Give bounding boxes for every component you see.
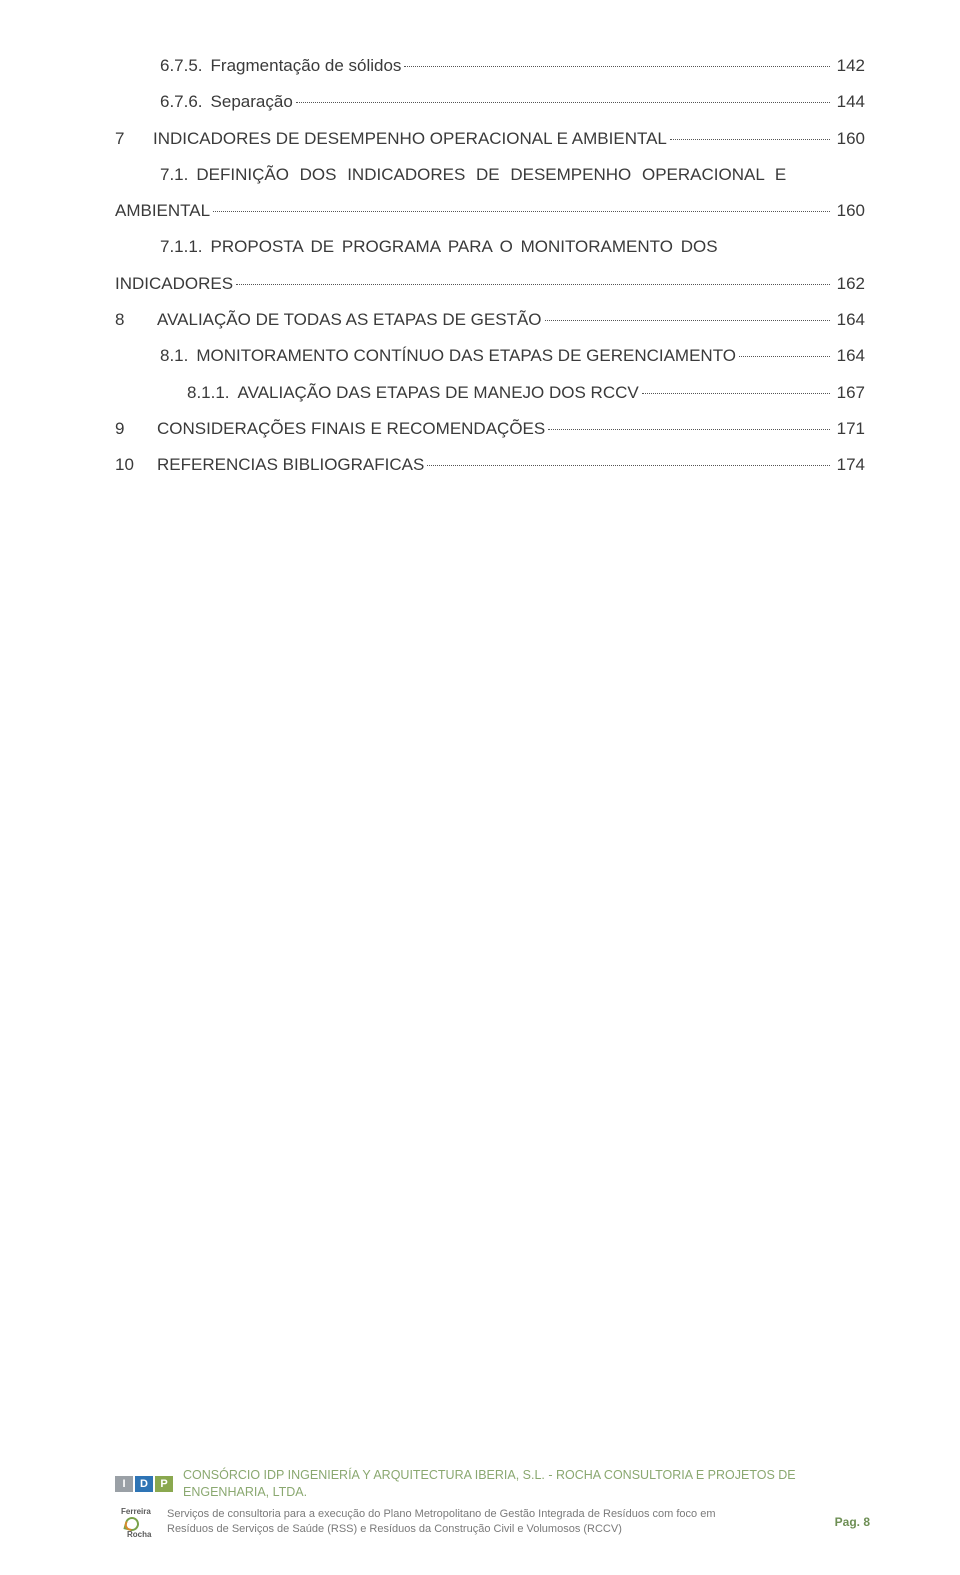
- toc-entry-continuation: AMBIENTAL 160: [115, 195, 865, 227]
- toc-leader: [213, 211, 830, 212]
- toc-entry: 8 AVALIAÇÃO DE TODAS AS ETAPAS DE GESTÃO…: [115, 304, 865, 336]
- toc-leader: [545, 320, 830, 321]
- toc-number: 8.1.1.: [187, 377, 238, 409]
- footer-consortium-row: I D P CONSÓRCIO IDP INGENIERÍA Y ARQUITE…: [80, 1467, 880, 1501]
- footer-line: Resíduos de Serviços de Saúde (RSS) e Re…: [167, 1522, 825, 1537]
- toc-leader: [296, 102, 830, 103]
- toc-entry: 9 CONSIDERAÇÕES FINAIS E RECOMENDAÇÕES 1…: [115, 413, 865, 445]
- toc-entry: 7 INDICADORES DE DESEMPENHO OPERACIONAL …: [115, 123, 865, 155]
- logo-text: Ferreira: [121, 1507, 151, 1516]
- toc-entry: 7.1.1. PROPOSTA DE PROGRAMA PARA O MONIT…: [115, 231, 865, 263]
- toc-number: 9: [115, 413, 157, 445]
- toc-page: 144: [833, 86, 865, 118]
- toc-entry: 6.7.6. Separação 144: [115, 86, 865, 118]
- toc-page: 164: [833, 340, 865, 372]
- toc-leader: [427, 465, 829, 466]
- toc-text: REFERENCIAS BIBLIOGRAFICAS: [157, 449, 424, 481]
- logo-letter: D: [135, 1476, 153, 1492]
- toc-number: 7: [115, 123, 153, 155]
- idp-logo-icon: I D P: [115, 1476, 173, 1492]
- toc-text: Fragmentação de sólidos: [211, 50, 402, 82]
- toc-page: 167: [833, 377, 865, 409]
- toc-number: 8.1.: [160, 340, 196, 372]
- toc-text: INDICADORES DE DESEMPENHO OPERACIONAL E …: [153, 123, 667, 155]
- toc-number: 6.7.5.: [160, 50, 211, 82]
- toc-text: PROPOSTA DE PROGRAMA PARA O MONITORAMENT…: [211, 231, 718, 263]
- toc-page: 162: [833, 268, 865, 300]
- toc-leader: [670, 139, 830, 140]
- toc-text: Separação: [211, 86, 293, 118]
- footer-description-row: Ferreira Rocha Serviços de consultoria p…: [80, 1507, 880, 1537]
- toc-number: 10: [115, 449, 157, 481]
- toc-text: DEFINIÇÃO DOS INDICADORES DE DESEMPENHO …: [196, 159, 786, 191]
- toc-text: INDICADORES: [115, 268, 233, 300]
- footer-line: Serviços de consultoria para a execução …: [167, 1507, 825, 1522]
- footer-consortium-text: CONSÓRCIO IDP INGENIERÍA Y ARQUITECTURA …: [183, 1467, 796, 1501]
- toc-leader: [404, 66, 829, 67]
- toc-text: AVALIAÇÃO DE TODAS AS ETAPAS DE GESTÃO: [157, 304, 542, 336]
- toc-number: 8: [115, 304, 157, 336]
- ferreira-rocha-logo-icon: Ferreira Rocha: [115, 1507, 157, 1537]
- toc-page: 160: [833, 123, 865, 155]
- toc-entry: 8.1. MONITORAMENTO CONTÍNUO DAS ETAPAS D…: [115, 340, 865, 372]
- logo-letter: I: [115, 1476, 133, 1492]
- table-of-contents: 6.7.5. Fragmentação de sólidos 142 6.7.6…: [115, 50, 865, 482]
- toc-entry-continuation: INDICADORES 162: [115, 268, 865, 300]
- toc-text: CONSIDERAÇÕES FINAIS E RECOMENDAÇÕES: [157, 413, 545, 445]
- toc-leader: [739, 356, 830, 357]
- toc-page: 171: [833, 413, 865, 445]
- toc-page: 142: [833, 50, 865, 82]
- toc-page: 174: [833, 449, 865, 481]
- page-number: Pag. 8: [835, 1515, 880, 1529]
- footer-description-text: Serviços de consultoria para a execução …: [167, 1507, 825, 1537]
- toc-page: 164: [833, 304, 865, 336]
- footer-line: ENGENHARIA, LTDA.: [183, 1484, 796, 1501]
- toc-entry: 8.1.1. AVALIAÇÃO DAS ETAPAS DE MANEJO DO…: [115, 377, 865, 409]
- toc-text: AVALIAÇÃO DAS ETAPAS DE MANEJO DOS RCCV: [238, 377, 639, 409]
- toc-number: 7.1.: [160, 159, 196, 191]
- toc-number: 6.7.6.: [160, 86, 211, 118]
- toc-text: MONITORAMENTO CONTÍNUO DAS ETAPAS DE GER…: [196, 340, 736, 372]
- toc-entry: 6.7.5. Fragmentação de sólidos 142: [115, 50, 865, 82]
- toc-number: 7.1.1.: [160, 231, 211, 263]
- toc-text: AMBIENTAL: [115, 195, 210, 227]
- logo-text: Rocha: [127, 1530, 151, 1539]
- document-page: 6.7.5. Fragmentação de sólidos 142 6.7.6…: [0, 0, 960, 1575]
- page-footer: I D P CONSÓRCIO IDP INGENIERÍA Y ARQUITE…: [0, 1467, 960, 1537]
- toc-entry: 7.1. DEFINIÇÃO DOS INDICADORES DE DESEMP…: [115, 159, 865, 191]
- footer-line: CONSÓRCIO IDP INGENIERÍA Y ARQUITECTURA …: [183, 1467, 796, 1484]
- toc-page: 160: [833, 195, 865, 227]
- toc-leader: [642, 393, 830, 394]
- toc-leader: [548, 429, 829, 430]
- toc-leader: [236, 284, 830, 285]
- toc-entry: 10 REFERENCIAS BIBLIOGRAFICAS 174: [115, 449, 865, 481]
- logo-letter: P: [155, 1476, 173, 1492]
